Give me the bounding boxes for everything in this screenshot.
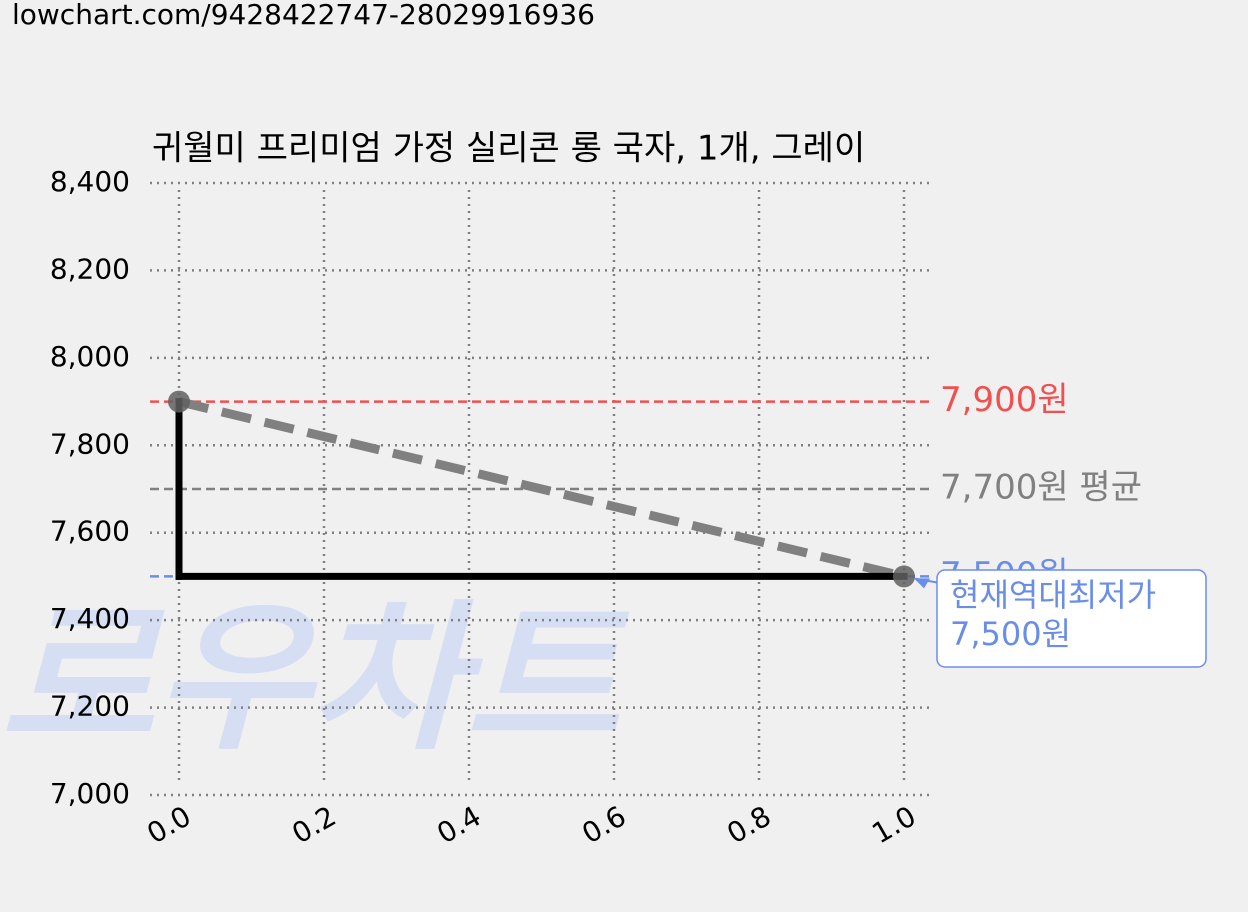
y-tick-label: 7,000: [50, 777, 130, 810]
reference-label: 7,700원 평균: [940, 468, 1142, 508]
x-tick-label: 0.6: [576, 799, 631, 850]
annotation-box: [936, 569, 1207, 668]
x-tick-label: 0.0: [141, 799, 196, 850]
reference-label: 7,900원: [940, 380, 1069, 420]
trend-line: [177, 397, 906, 581]
x-tick-label: 0.2: [286, 799, 341, 850]
x-tick-label: 0.8: [721, 799, 776, 850]
y-tick-label: 7,200: [50, 690, 130, 723]
chart-title: 귀월미 프리미엄 가정 실리콘 롱 국자, 1개, 그레이: [152, 129, 865, 169]
watermark: 로우차트: [0, 585, 629, 772]
x-tick-label: 1.0: [866, 799, 921, 850]
x-tick-label: 0.4: [431, 799, 486, 850]
annotation-text: 현재역대최저가: [950, 576, 1156, 614]
y-tick-label: 8,200: [50, 252, 130, 285]
y-tick-label: 8,000: [50, 340, 130, 373]
y-tick-label: 7,600: [50, 515, 130, 548]
marker: [893, 565, 915, 588]
url: lowchart.com/9428422747-28029916936: [12, 0, 595, 31]
annotation-value: 7,500원: [950, 615, 1071, 653]
y-tick-label: 7,800: [50, 427, 130, 460]
y-tick-label: 8,400: [50, 165, 130, 198]
annotation-arrowhead: [914, 578, 930, 589]
marker: [168, 390, 190, 413]
y-tick-label: 7,400: [50, 602, 130, 635]
